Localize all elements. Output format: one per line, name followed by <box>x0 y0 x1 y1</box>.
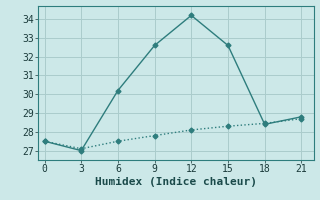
X-axis label: Humidex (Indice chaleur): Humidex (Indice chaleur) <box>95 177 257 187</box>
